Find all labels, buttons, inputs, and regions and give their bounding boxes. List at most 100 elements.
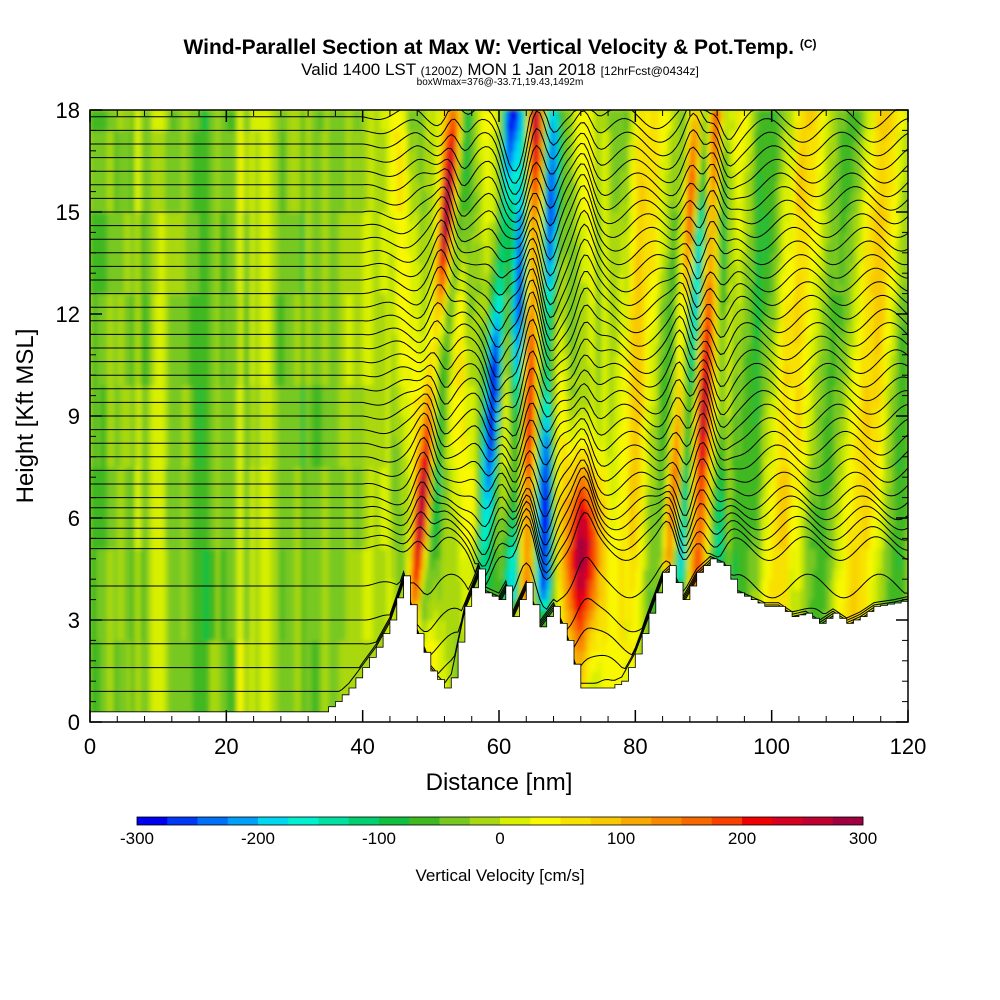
- w-cell: [107, 303, 111, 315]
- w-cell: [202, 283, 207, 295]
- w-cell: [229, 252, 234, 264]
- w-cell: [188, 487, 193, 499]
- w-cell: [226, 273, 231, 284]
- w-cell: [199, 385, 204, 397]
- w-cell: [332, 273, 336, 284]
- w-cell: [280, 242, 285, 254]
- w-cell: [366, 222, 371, 233]
- w-cell: [219, 385, 224, 397]
- w-cell: [308, 130, 313, 142]
- w-cell: [188, 497, 193, 509]
- w-cell: [124, 589, 129, 601]
- w-cell: [332, 528, 336, 539]
- w-cell: [107, 344, 111, 356]
- w-cell: [182, 671, 186, 682]
- w-cell: [362, 212, 367, 223]
- w-cell: [124, 212, 129, 223]
- w-cell: [332, 222, 336, 233]
- w-cell: [304, 395, 309, 407]
- w-cell: [294, 487, 299, 499]
- w-cell: [222, 681, 227, 692]
- w-cell: [175, 375, 180, 386]
- w-cell: [202, 497, 207, 509]
- w-cell: [240, 650, 244, 662]
- w-cell: [253, 140, 258, 152]
- w-cell: [315, 528, 319, 539]
- w-cell: [168, 701, 173, 713]
- w-cell: [212, 222, 217, 233]
- w-cell: [165, 365, 169, 376]
- w-cell: [117, 120, 122, 131]
- w-cell: [345, 558, 350, 570]
- w-cell: [280, 467, 285, 478]
- w-cell: [335, 334, 340, 346]
- w-cell: [274, 232, 279, 244]
- w-cell: [103, 620, 108, 631]
- w-cell: [291, 701, 296, 713]
- w-cell: [315, 558, 319, 570]
- w-cell: [328, 528, 333, 539]
- w-cell: [301, 701, 306, 713]
- w-cell: [199, 589, 204, 601]
- w-cell: [332, 558, 336, 570]
- w-cell: [192, 497, 197, 509]
- w-cell: [270, 283, 275, 295]
- w-cell: [195, 283, 200, 295]
- w-cell: [219, 477, 224, 488]
- w-cell: [212, 150, 217, 162]
- w-cell: [110, 538, 115, 550]
- w-cell: [151, 497, 156, 509]
- w-cell: [188, 314, 193, 325]
- w-cell: [325, 232, 330, 244]
- w-cell: [96, 263, 101, 274]
- w-cell: [103, 497, 108, 509]
- w-cell: [349, 161, 353, 172]
- w-cell: [127, 130, 132, 142]
- w-cell: [308, 222, 313, 233]
- w-cell: [355, 660, 360, 672]
- w-cell: [212, 283, 217, 295]
- w-cell: [93, 589, 98, 601]
- w-cell: [345, 446, 350, 458]
- w-cell: [287, 140, 292, 152]
- w-cell: [233, 273, 238, 284]
- w-cell: [274, 324, 279, 335]
- w-cell: [96, 569, 101, 580]
- w-cell: [257, 538, 261, 550]
- w-cell: [113, 436, 118, 448]
- w-cell: [321, 120, 326, 131]
- w-cell: [287, 181, 292, 193]
- w-cell: [158, 242, 163, 254]
- w-cell: [141, 640, 146, 652]
- w-cell: [280, 354, 285, 366]
- w-cell: [236, 467, 241, 478]
- w-cell: [297, 528, 302, 539]
- w-cell: [103, 283, 108, 295]
- w-cell: [274, 477, 279, 488]
- w-cell: [270, 436, 275, 448]
- w-cell: [233, 518, 238, 529]
- w-cell: [294, 497, 299, 509]
- w-cell: [178, 609, 183, 621]
- w-cell: [236, 181, 241, 193]
- w-cell: [120, 252, 125, 264]
- w-cell: [233, 212, 238, 223]
- w-cell: [107, 436, 111, 448]
- w-cell: [171, 446, 176, 458]
- w-cell: [321, 405, 326, 417]
- w-cell: [110, 181, 115, 193]
- w-cell: [253, 630, 258, 641]
- w-cell: [165, 538, 169, 550]
- w-cell: [342, 671, 347, 682]
- w-cell: [222, 324, 227, 335]
- w-cell: [216, 324, 221, 335]
- w-cell: [219, 293, 224, 305]
- w-cell: [260, 181, 265, 193]
- w-cell: [222, 701, 227, 713]
- w-cell: [182, 416, 186, 427]
- w-cell: [359, 212, 364, 223]
- w-cell: [154, 589, 159, 601]
- w-cell: [229, 558, 234, 570]
- w-cell: [294, 630, 299, 641]
- w-cell: [250, 283, 255, 295]
